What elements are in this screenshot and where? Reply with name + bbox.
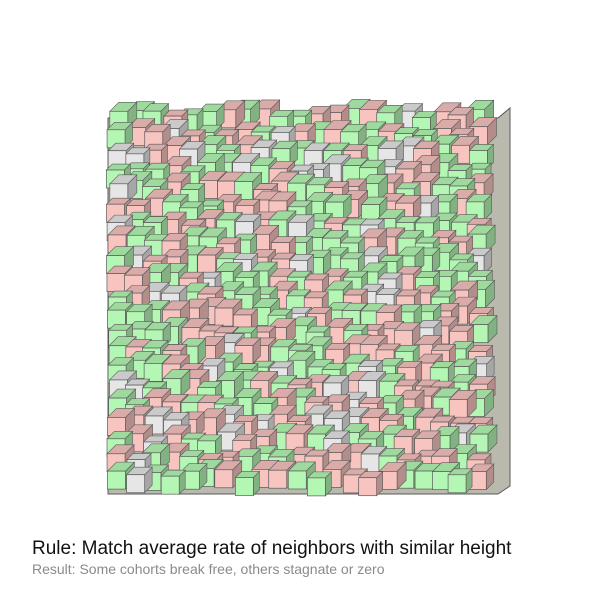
cube [160,469,186,495]
cube [448,389,477,419]
cube [306,471,333,497]
cube [357,470,384,497]
cube [447,468,473,494]
cube-field [105,98,511,497]
cube [217,100,246,129]
cube [465,193,493,221]
cube [109,174,138,203]
cube [125,466,153,494]
rule-caption: Rule: Match average rate of neighbors wi… [32,538,512,559]
cube [180,462,208,490]
cube [214,460,243,489]
cube [469,314,498,344]
cube [378,461,407,491]
cube [106,407,136,437]
result-caption: Result: Some cohorts break free, others … [32,561,385,577]
cube [234,470,261,497]
caption: Rule: Match average rate of neighbors wi… [32,538,592,578]
